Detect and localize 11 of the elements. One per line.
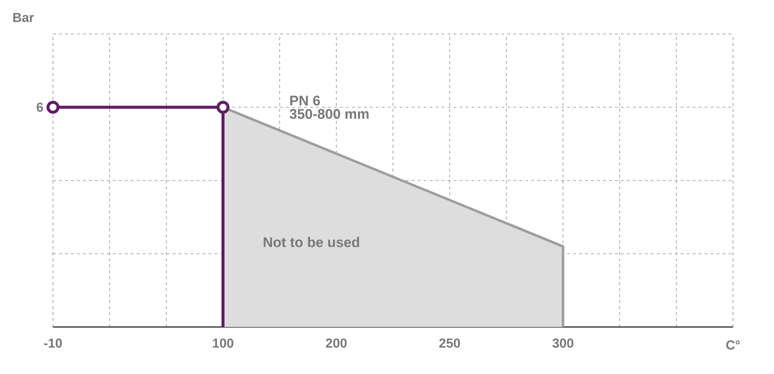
x-tick-label: -10 bbox=[44, 338, 62, 348]
annotation: 350-800 mm bbox=[290, 108, 369, 119]
y-axis-title: Bar bbox=[13, 13, 34, 22]
x-tick-label: 100 bbox=[212, 338, 234, 348]
annotation: PN 6 bbox=[290, 96, 320, 106]
y-tick-label: 6 bbox=[36, 102, 44, 112]
x-tick-label: 250 bbox=[439, 338, 460, 348]
annotation: Not to be used bbox=[264, 236, 360, 248]
x-tick-label: 300 bbox=[552, 338, 574, 348]
x-axis-title: C° bbox=[726, 340, 740, 350]
x-tick-label: 200 bbox=[326, 338, 347, 348]
